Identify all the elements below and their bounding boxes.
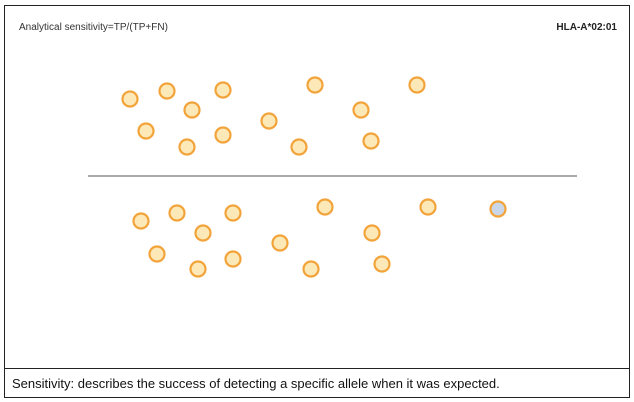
lower-circle [316, 198, 334, 216]
lower-circle [224, 204, 242, 222]
circle-diagram [88, 76, 577, 278]
upper-circle [214, 81, 232, 99]
upper-circle-group [121, 76, 426, 156]
lower-circle [373, 255, 391, 273]
lower-circle [168, 204, 186, 222]
upper-circle [352, 101, 370, 119]
upper-circle [408, 76, 426, 94]
lower-circle [224, 250, 242, 268]
figure-frame: Analytical sensitivity=TP/(TP+FN) HLA-A*… [4, 5, 630, 398]
lower-circle [363, 224, 381, 242]
upper-circle [121, 90, 139, 108]
lower-circle [271, 234, 289, 252]
upper-circle [306, 76, 324, 94]
caption-box: Sensitivity: describes the success of de… [5, 368, 629, 397]
lower-circle [132, 212, 150, 230]
upper-circle [260, 112, 278, 130]
lower-circle [194, 224, 212, 242]
upper-circle [158, 82, 176, 100]
allele-label: HLA-A*02:01 [556, 22, 617, 33]
lower-circle [148, 245, 166, 263]
upper-circle [362, 132, 380, 150]
lower-circle [189, 260, 207, 278]
lower-circle-group [132, 198, 507, 278]
caption-text: Sensitivity: describes the success of de… [12, 376, 500, 391]
panel-title: Analytical sensitivity=TP/(TP+FN) [19, 22, 168, 33]
lower-circle [302, 260, 320, 278]
upper-circle [178, 138, 196, 156]
upper-circle [183, 101, 201, 119]
upper-circle [137, 122, 155, 140]
upper-circle [214, 126, 232, 144]
lower-highlighted-circle [489, 200, 507, 218]
diagram-panel: Analytical sensitivity=TP/(TP+FN) HLA-A*… [5, 6, 629, 368]
lower-circle [419, 198, 437, 216]
upper-circle [290, 138, 308, 156]
